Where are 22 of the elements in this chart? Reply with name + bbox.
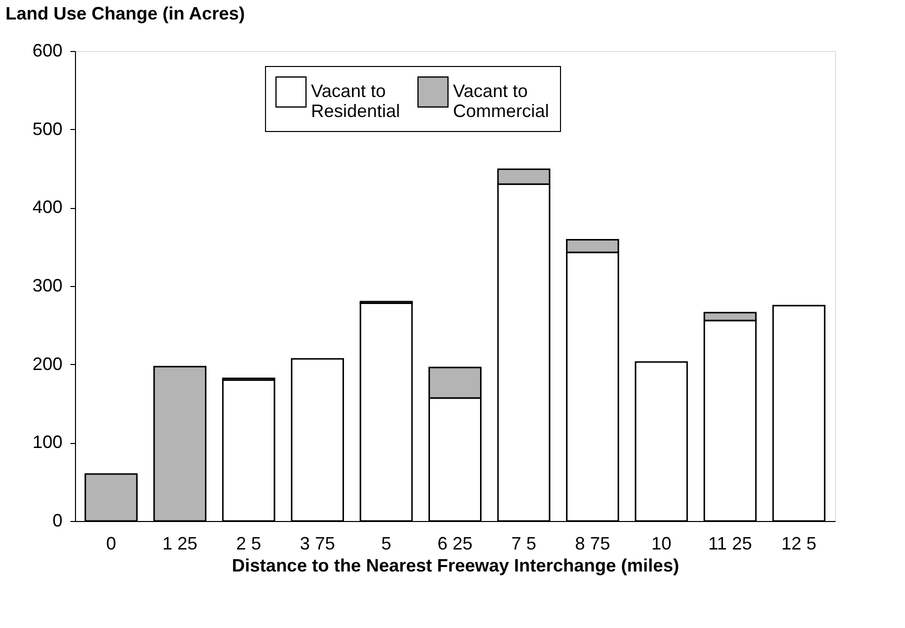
legend-label: Vacant to Commercial: [453, 81, 550, 121]
x-tick-label: 1 25: [162, 534, 198, 554]
x-tick-label: 8 75: [575, 534, 610, 554]
y-tick-label: 300: [32, 276, 62, 296]
x-tick-label: 2 5: [236, 534, 262, 554]
x-tick-label: 10: [651, 534, 672, 554]
y-tick-label: 600: [32, 40, 62, 60]
y-tick-label: 200: [32, 354, 62, 374]
legend-label: Vacant to Residential: [311, 81, 400, 121]
x-tick-label: 3 75: [300, 534, 335, 554]
x-tick-label: 6 25: [437, 534, 473, 554]
x-tick-label: 5: [381, 534, 392, 554]
y-axis-title: Land Use Change (in Acres): [6, 4, 245, 24]
x-axis-title: Distance to the Nearest Freeway Interchange (miles): [232, 556, 680, 576]
y-tick-label: 0: [52, 510, 62, 530]
x-tick-label: 7 5: [511, 534, 536, 554]
x-tick-label: 12 5: [781, 534, 816, 554]
y-tick-label: 100: [32, 432, 62, 452]
y-tick-label: 400: [32, 197, 62, 218]
y-tick-label: 500: [32, 118, 62, 139]
x-tick-label: 0: [106, 534, 116, 554]
x-tick-label: 11 25: [708, 534, 752, 554]
